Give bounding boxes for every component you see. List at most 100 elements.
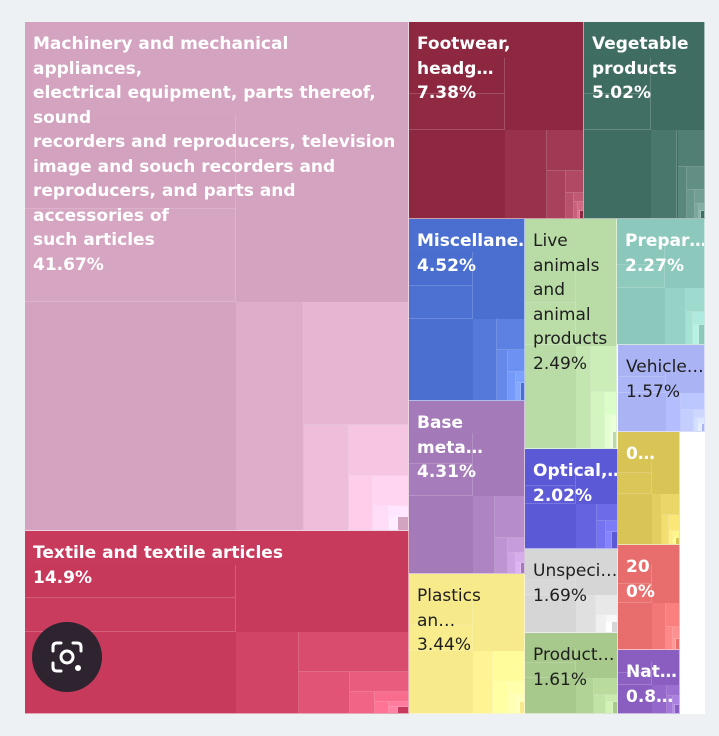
treemap-sub-tile [605, 520, 617, 532]
treemap-sub-tile [672, 639, 676, 649]
treemap-tile-veg[interactable]: Vegetable products 5.02% [584, 22, 705, 219]
treemap-tile-value: 1.57% [626, 381, 681, 402]
camera-search-icon [51, 641, 83, 673]
treemap-sub-tile [573, 192, 583, 203]
treemap-sub-tile [508, 349, 524, 373]
treemap-sub-tile [618, 360, 666, 377]
treemap-sub-tile [374, 692, 408, 702]
treemap-sub-tile [672, 627, 679, 640]
treemap-tile-value: 0.8… [626, 686, 674, 707]
treemap-sub-tile [409, 252, 473, 286]
treemap-tile-prod[interactable]: Product… 1.61% [525, 633, 618, 714]
treemap-tile-other[interactable]: 0… [618, 432, 680, 545]
treemap-sub-tile [472, 651, 494, 713]
treemap-tile-optical[interactable]: Optical,… 2.02% [525, 449, 618, 549]
treemap-sub-tile [652, 685, 667, 713]
treemap-sub-tile [565, 192, 574, 218]
treemap-tile-nat[interactable]: Nat… 0.8… [618, 650, 680, 714]
treemap-sub-tile [617, 242, 666, 266]
treemap-sub-tile [515, 382, 521, 400]
treemap-sub-tile [662, 514, 670, 544]
treemap-sub-tile [698, 211, 702, 218]
treemap-tile-misc[interactable]: Miscellane… 4.52% [409, 219, 525, 401]
treemap-tile-label: Optical,… 2.02% [533, 459, 617, 508]
treemap-sub-tile [698, 423, 702, 431]
treemap-tile-value: 1.69% [533, 585, 588, 606]
treemap-tile-name: Unspeci… [533, 561, 618, 581]
treemap-sub-tile [666, 602, 679, 628]
treemap-sub-tile [681, 392, 704, 411]
treemap-sub-tile [665, 288, 687, 344]
treemap-tile-name: 20 0% [626, 557, 655, 602]
treemap-tile-name: Live animals and animal products [533, 231, 608, 349]
treemap-tile-unspec[interactable]: Unspeci… 1.69% [525, 549, 618, 633]
treemap-sub-tile [25, 598, 237, 632]
treemap-sub-tile [409, 94, 506, 131]
treemap-sub-tile [372, 505, 389, 530]
treemap-tile-textile[interactable]: Textile and textile articles 14.9% [25, 531, 409, 714]
treemap-sub-tile [298, 672, 351, 713]
treemap-sub-tile [525, 261, 576, 304]
treemap-tile-label: Live animals and animal products 2.49% [533, 229, 610, 376]
treemap-sub-tile [546, 170, 566, 218]
treemap-sub-tile [652, 602, 667, 649]
treemap-sub-tile [25, 115, 237, 209]
treemap-sub-tile [388, 701, 408, 707]
lens-button[interactable] [32, 622, 102, 692]
treemap-tile-label: Miscellane… 4.52% [417, 229, 524, 278]
treemap-tile-label: Textile and textile articles 14.9% [33, 541, 402, 590]
treemap-tile-small20[interactable]: 20 0% [618, 545, 680, 650]
treemap-sub-tile [495, 537, 509, 573]
treemap-sub-tile [594, 677, 617, 696]
treemap-sub-tile [594, 695, 607, 713]
treemap-tile-name: Footwear, headg… [417, 34, 511, 79]
treemap-sub-tile [693, 324, 700, 344]
treemap-sub-tile [606, 695, 617, 703]
treemap-tile-value: 5.02% [592, 83, 651, 103]
treemap-sub-tile [617, 265, 666, 289]
treemap-tile-label: Unspeci… 1.69% [533, 559, 617, 608]
treemap-tile-label: Footwear, headg… 7.38% [417, 32, 577, 106]
treemap-tile-plastic[interactable]: Plastics an… 3.44% [409, 574, 525, 714]
treemap-sub-tile [672, 695, 679, 706]
treemap-sub-tile [596, 504, 617, 521]
treemap-sub-tile [687, 167, 704, 191]
treemap-sub-tile [573, 202, 578, 218]
treemap-tile-value: 14.9% [33, 567, 92, 588]
treemap-tile-label: Plastics an… 3.44% [417, 584, 518, 658]
treemap-sub-tile [686, 288, 704, 312]
treemap-tile-label: Vegetable products 5.02% [592, 32, 698, 106]
treemap-tile-name: Textile and textile articles [33, 543, 283, 563]
treemap-sub-tile [575, 345, 591, 448]
treemap-tile-value: 2.49% [533, 353, 588, 374]
treemap-sub-tile [409, 625, 473, 651]
treemap-sub-tile [618, 452, 653, 474]
treemap-tile-live[interactable]: Live animals and animal products 2.49% [525, 219, 617, 449]
treemap-sub-tile [236, 631, 299, 713]
treemap-tile-value: 2.27% [625, 255, 684, 276]
treemap-sub-tile [695, 203, 699, 218]
treemap-sub-tile [673, 531, 679, 539]
treemap-sub-tile [508, 372, 516, 400]
treemap-sub-tile [576, 504, 597, 548]
treemap-sub-tile [495, 496, 524, 538]
treemap-sub-tile [516, 562, 521, 573]
treemap-sub-tile [388, 706, 398, 713]
treemap-tile-footwear[interactable]: Footwear, headg… 7.38% [409, 22, 584, 219]
treemap-tile-machinery[interactable]: Machinery and mechanical appliances, ele… [25, 22, 409, 531]
treemap-sub-tile [508, 553, 517, 573]
treemap-sub-tile [673, 538, 677, 544]
treemap-tile-vehicle[interactable]: Vehicle… 1.57% [618, 345, 705, 432]
treemap-sub-tile [496, 349, 509, 400]
treemap-tile-base[interactable]: Base meta… 4.31% [409, 401, 525, 574]
treemap-sub-tile [681, 410, 695, 431]
treemap-tile-name: Vehicle… [626, 357, 704, 377]
treemap-tile-prep[interactable]: Prepar… 2.27% [617, 219, 705, 345]
treemap-tile-name: 0… [626, 444, 655, 464]
treemap-sub-tile [650, 130, 678, 218]
treemap-sub-tile [374, 701, 389, 713]
treemap-sub-tile [584, 58, 651, 95]
treemap-tile-label: Machinery and mechanical appliances, ele… [33, 32, 402, 277]
treemap-tile-label: Vehicle… 1.57% [626, 355, 704, 404]
treemap-sub-tile [350, 672, 408, 693]
